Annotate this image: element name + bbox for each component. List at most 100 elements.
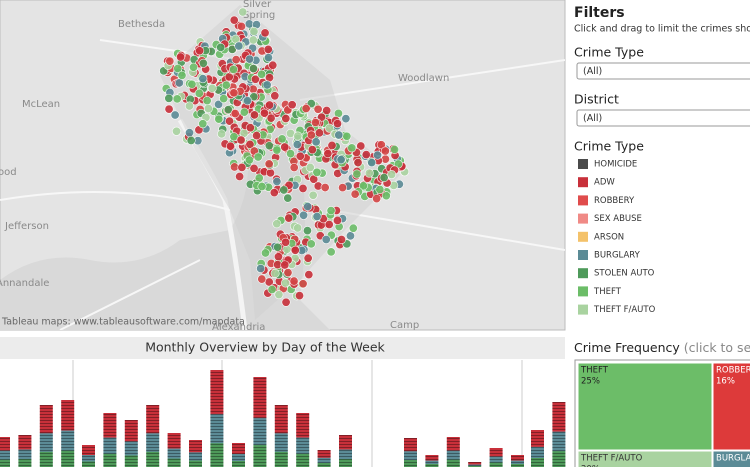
legend-label[interactable]: THEFT F/AUTO xyxy=(593,305,656,315)
map-dot[interactable] xyxy=(229,64,239,74)
map-dot[interactable] xyxy=(165,56,175,66)
map-dot[interactable] xyxy=(341,114,351,124)
bar[interactable] xyxy=(167,433,181,467)
map-dot[interactable] xyxy=(272,219,282,229)
map-dot[interactable] xyxy=(284,213,294,223)
map-dot[interactable] xyxy=(336,155,346,165)
map-dot[interactable] xyxy=(338,183,348,193)
map-dot[interactable] xyxy=(184,101,194,111)
map-dot[interactable] xyxy=(229,15,239,25)
bar[interactable] xyxy=(404,438,417,467)
map-dot[interactable] xyxy=(347,143,357,153)
map-dot[interactable] xyxy=(311,137,321,147)
map-dot[interactable] xyxy=(289,276,299,286)
map-dot[interactable] xyxy=(214,99,224,109)
map-dot[interactable] xyxy=(326,206,336,216)
bar[interactable] xyxy=(39,405,53,467)
map-dot[interactable] xyxy=(263,53,273,63)
map-dot[interactable] xyxy=(245,139,255,149)
map-dot[interactable] xyxy=(283,268,293,278)
map-dot[interactable] xyxy=(198,74,208,84)
map-dot[interactable] xyxy=(353,158,363,168)
map-dot[interactable] xyxy=(390,144,400,154)
map-dot[interactable] xyxy=(249,26,259,36)
map-dot[interactable] xyxy=(273,242,283,252)
map-dot[interactable] xyxy=(264,141,274,151)
map-dot[interactable] xyxy=(225,116,235,126)
bar[interactable] xyxy=(253,377,267,467)
map-dot[interactable] xyxy=(185,128,195,138)
legend-swatch[interactable] xyxy=(578,286,588,297)
map-dot[interactable] xyxy=(323,149,333,159)
map-dot[interactable] xyxy=(356,141,366,151)
map-dot[interactable] xyxy=(376,140,386,150)
map-dot[interactable] xyxy=(379,173,389,183)
treemap-cell[interactable] xyxy=(577,362,713,451)
map-dot[interactable] xyxy=(249,92,259,102)
map-dot[interactable] xyxy=(324,220,334,230)
map-dot[interactable] xyxy=(320,183,330,193)
map-dot[interactable] xyxy=(164,93,174,103)
map-dot[interactable] xyxy=(265,168,275,178)
map-dot[interactable] xyxy=(230,109,240,119)
map-dot[interactable] xyxy=(272,177,282,187)
bar[interactable] xyxy=(124,420,138,467)
legend-label[interactable]: HOMICIDE xyxy=(594,160,637,170)
crime-type-dropdown[interactable] xyxy=(576,62,750,80)
map-dot[interactable] xyxy=(295,291,305,301)
map-dot[interactable] xyxy=(307,145,317,155)
map-dot[interactable] xyxy=(342,131,352,141)
map-dot[interactable] xyxy=(324,123,334,133)
bar[interactable] xyxy=(468,462,482,467)
map-dot[interactable] xyxy=(170,110,180,120)
map-dot[interactable] xyxy=(268,60,278,70)
map-dot[interactable] xyxy=(287,100,297,110)
map-dot[interactable] xyxy=(245,123,255,133)
map-dot[interactable] xyxy=(303,253,313,263)
map-dot[interactable] xyxy=(198,119,208,129)
map-dot[interactable] xyxy=(304,270,314,280)
map-dot[interactable] xyxy=(245,54,255,64)
map-dot[interactable] xyxy=(194,88,204,98)
map-dot[interactable] xyxy=(236,135,246,145)
bar[interactable] xyxy=(339,435,352,467)
map-dot[interactable] xyxy=(265,100,275,110)
map-dot[interactable] xyxy=(308,190,318,200)
map-dot[interactable] xyxy=(361,150,371,160)
bar[interactable] xyxy=(446,437,460,467)
map-dot[interactable] xyxy=(252,131,262,141)
legend-swatch[interactable] xyxy=(578,159,588,169)
legend-swatch[interactable] xyxy=(578,231,588,242)
bar[interactable] xyxy=(531,430,544,467)
map-dot[interactable] xyxy=(292,140,302,150)
map-dot[interactable] xyxy=(239,107,249,117)
map-dot[interactable] xyxy=(277,134,287,144)
map-dot[interactable] xyxy=(244,155,254,165)
legend-swatch[interactable] xyxy=(578,268,588,279)
map-dot[interactable] xyxy=(305,162,315,172)
map-dot[interactable] xyxy=(262,80,272,90)
legend-label[interactable]: SEX ABUSE xyxy=(594,214,642,224)
map-dot[interactable] xyxy=(214,114,224,124)
map-dot[interactable] xyxy=(345,231,355,241)
map-dot[interactable] xyxy=(310,118,320,128)
map-dot[interactable] xyxy=(257,274,267,284)
legend-swatch[interactable] xyxy=(578,304,588,315)
map-dot[interactable] xyxy=(298,279,308,289)
bar[interactable] xyxy=(61,400,75,467)
map-dot[interactable] xyxy=(236,21,246,31)
legend-label[interactable]: ROBBERY xyxy=(594,196,635,206)
map-dot[interactable] xyxy=(270,268,280,278)
map-dot[interactable] xyxy=(195,46,205,56)
map-dot[interactable] xyxy=(249,110,259,120)
map-dot[interactable] xyxy=(350,189,360,199)
map-dot[interactable] xyxy=(261,248,271,258)
map-dot[interactable] xyxy=(235,171,245,181)
map-dot[interactable] xyxy=(217,129,227,139)
bar[interactable] xyxy=(189,440,202,467)
map-dot[interactable] xyxy=(326,247,336,257)
map-dot[interactable] xyxy=(332,215,342,225)
map-dot[interactable] xyxy=(280,278,290,288)
map-dot[interactable] xyxy=(207,83,217,93)
map-dot[interactable] xyxy=(322,105,332,115)
